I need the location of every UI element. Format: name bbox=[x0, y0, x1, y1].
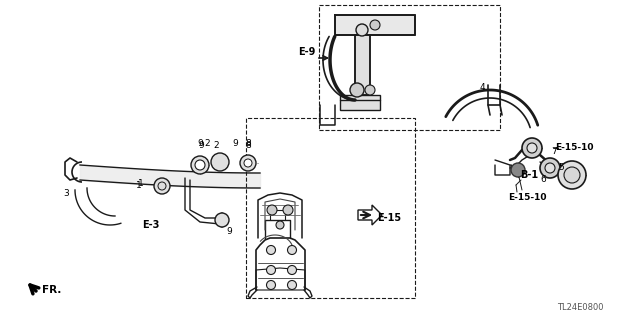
Circle shape bbox=[511, 163, 525, 177]
Bar bbox=[246, 118, 415, 298]
Circle shape bbox=[540, 158, 560, 178]
Text: 3: 3 bbox=[63, 189, 68, 197]
Circle shape bbox=[283, 205, 293, 215]
Polygon shape bbox=[340, 95, 380, 110]
Circle shape bbox=[287, 280, 296, 290]
Polygon shape bbox=[355, 35, 370, 95]
Circle shape bbox=[564, 167, 580, 183]
Circle shape bbox=[195, 160, 205, 170]
Text: 2: 2 bbox=[213, 140, 219, 150]
Circle shape bbox=[356, 24, 368, 36]
Polygon shape bbox=[335, 15, 415, 35]
Circle shape bbox=[266, 246, 275, 255]
Text: 5: 5 bbox=[558, 162, 564, 172]
Circle shape bbox=[240, 155, 256, 171]
Circle shape bbox=[211, 153, 229, 171]
Circle shape bbox=[370, 20, 380, 30]
Text: 2: 2 bbox=[204, 138, 210, 147]
Text: 4: 4 bbox=[480, 83, 486, 92]
Text: E-9: E-9 bbox=[298, 47, 316, 57]
Circle shape bbox=[527, 143, 537, 153]
Circle shape bbox=[191, 156, 209, 174]
Circle shape bbox=[350, 83, 364, 97]
Circle shape bbox=[287, 265, 296, 275]
Text: E-3: E-3 bbox=[142, 220, 159, 230]
Text: TL24E0800: TL24E0800 bbox=[557, 303, 604, 313]
Circle shape bbox=[287, 246, 296, 255]
Circle shape bbox=[365, 85, 375, 95]
Text: 9: 9 bbox=[198, 140, 204, 150]
Text: 9: 9 bbox=[197, 138, 203, 147]
Circle shape bbox=[244, 159, 252, 167]
Circle shape bbox=[545, 163, 555, 173]
Circle shape bbox=[266, 265, 275, 275]
Circle shape bbox=[276, 221, 284, 229]
Text: FR.: FR. bbox=[42, 285, 61, 295]
Polygon shape bbox=[358, 205, 382, 225]
Text: 6: 6 bbox=[540, 175, 546, 184]
Text: 7: 7 bbox=[551, 147, 557, 157]
Polygon shape bbox=[156, 179, 168, 193]
Polygon shape bbox=[215, 158, 225, 166]
Circle shape bbox=[215, 213, 229, 227]
Circle shape bbox=[266, 280, 275, 290]
Circle shape bbox=[154, 178, 170, 194]
Text: E-15-10: E-15-10 bbox=[555, 144, 593, 152]
Text: 9: 9 bbox=[226, 226, 232, 235]
Circle shape bbox=[267, 205, 277, 215]
Circle shape bbox=[558, 161, 586, 189]
Circle shape bbox=[522, 138, 542, 158]
Text: E-15-10: E-15-10 bbox=[508, 194, 547, 203]
Bar bbox=[319, 5, 500, 130]
Text: B-1: B-1 bbox=[520, 170, 538, 180]
Text: 8: 8 bbox=[245, 138, 251, 147]
Text: 9: 9 bbox=[232, 138, 237, 147]
Polygon shape bbox=[217, 213, 227, 227]
Text: 8: 8 bbox=[245, 140, 251, 150]
Circle shape bbox=[158, 182, 166, 190]
Text: E-15: E-15 bbox=[377, 213, 401, 223]
Text: 1: 1 bbox=[136, 181, 141, 189]
Text: 1: 1 bbox=[138, 180, 144, 189]
